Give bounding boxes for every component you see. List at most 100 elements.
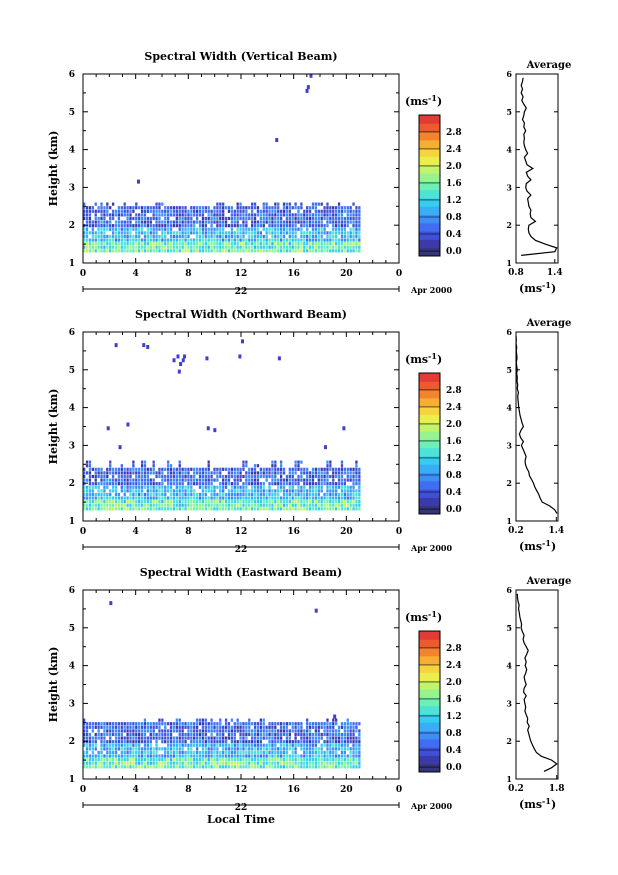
- echo-cell: [291, 206, 294, 210]
- echo-cell: [161, 242, 164, 246]
- echo-cell: [103, 231, 106, 235]
- echo-cell: [222, 758, 225, 762]
- echo-cell: [83, 754, 86, 758]
- echo-cell: [169, 729, 173, 733]
- echo-cell: [88, 231, 92, 235]
- echo-cell: [277, 507, 280, 511]
- echo-cell: [164, 740, 167, 744]
- colorbar-segment: [419, 164, 440, 174]
- echo-cell: [135, 750, 138, 755]
- echo-cell: [303, 209, 306, 213]
- echo-cell: [291, 216, 294, 221]
- echo-cell: [155, 209, 158, 213]
- echo-cell: [285, 765, 289, 769]
- echo-cell: [291, 467, 294, 471]
- echo-cell: [314, 209, 318, 213]
- echo-cell: [236, 496, 239, 500]
- echo-cell: [329, 206, 332, 210]
- echo-cell: [169, 507, 173, 511]
- echo-cell: [210, 209, 213, 213]
- echo-cell: [343, 740, 346, 744]
- echo-cell: [277, 496, 280, 500]
- echo-cell: [152, 478, 155, 482]
- echo-cell: [297, 722, 300, 726]
- echo-cell: [152, 471, 155, 475]
- echo-cell: [323, 213, 326, 217]
- echo-cell: [326, 460, 329, 464]
- echo-cell: [91, 209, 94, 213]
- echo-cell: [83, 485, 86, 489]
- echo-cell: [167, 213, 170, 217]
- echo-cell: [256, 249, 260, 253]
- echo-cell: [358, 736, 361, 740]
- echo-cell: [236, 747, 239, 751]
- echo-cell: [193, 213, 196, 217]
- echo-cell: [158, 234, 161, 239]
- echo-cell: [323, 754, 326, 758]
- profile-y-tick-label: 4: [506, 403, 512, 413]
- echo-cell: [152, 213, 155, 217]
- echo-cell: [158, 216, 161, 221]
- echo-cell: [239, 765, 242, 769]
- echo-cell: [210, 750, 213, 755]
- echo-cell: [94, 503, 97, 507]
- echo-cell: [358, 482, 361, 486]
- echo-cell: [239, 754, 242, 758]
- echo-cell: [120, 238, 123, 242]
- echo-cell: [117, 220, 121, 224]
- echo-cell: [132, 503, 135, 507]
- echo-cell: [251, 722, 254, 726]
- echo-cell: [207, 496, 210, 500]
- echo-cell: [83, 503, 86, 507]
- echo-cell: [175, 740, 178, 744]
- echo-cell: [352, 213, 355, 217]
- echo-cell: [314, 503, 318, 507]
- echo-cell: [172, 471, 176, 475]
- echo-cell: [207, 758, 210, 762]
- echo-cell: [91, 725, 94, 729]
- echo-cell: [132, 765, 135, 769]
- echo-cell: [146, 227, 150, 231]
- echo-cell: [114, 471, 118, 475]
- echo-cell: [300, 467, 303, 471]
- colorbar-tick-label: 1.2: [446, 712, 462, 722]
- echo-cell: [355, 249, 358, 253]
- echo-cell: [123, 740, 126, 744]
- echo-cell: [164, 747, 167, 751]
- colorbar-tick-label: 1.2: [446, 196, 462, 206]
- echo-cell: [97, 474, 100, 479]
- echo-cell: [271, 758, 274, 762]
- echo-cell: [262, 220, 265, 224]
- echo-cell: [291, 725, 294, 729]
- echo-cell: [138, 729, 141, 733]
- echo-cell: [248, 503, 251, 507]
- echo-cell: [274, 725, 277, 729]
- echo-cell: [123, 485, 126, 489]
- echo-cell: [349, 492, 352, 497]
- echo-cell: [320, 471, 323, 475]
- echo-cell: [355, 754, 358, 758]
- echo-cell: [245, 474, 248, 479]
- echo-cell: [303, 216, 306, 221]
- echo-cell: [123, 500, 126, 504]
- y-axis-label: Height (km): [47, 389, 60, 465]
- echo-cell: [83, 736, 86, 740]
- echo-cell: [253, 758, 257, 762]
- echo-cell: [259, 471, 262, 475]
- echo-cell: [216, 729, 219, 733]
- echo-cell: [279, 478, 283, 482]
- echo-cell: [88, 485, 92, 489]
- echo-cell: [97, 732, 100, 737]
- echo-cell: [175, 471, 178, 475]
- echo-cell: [279, 732, 283, 737]
- echo-cell: [346, 471, 349, 475]
- echo-cell: [88, 496, 92, 500]
- echo-cell: [288, 729, 291, 733]
- echo-cell: [178, 234, 181, 239]
- echo-cell: [97, 722, 100, 726]
- echo-cell: [169, 732, 173, 737]
- echo-cell: [195, 245, 199, 249]
- echo-cell: [340, 482, 344, 486]
- echo-cell: [268, 758, 271, 762]
- echo-cell: [193, 754, 196, 758]
